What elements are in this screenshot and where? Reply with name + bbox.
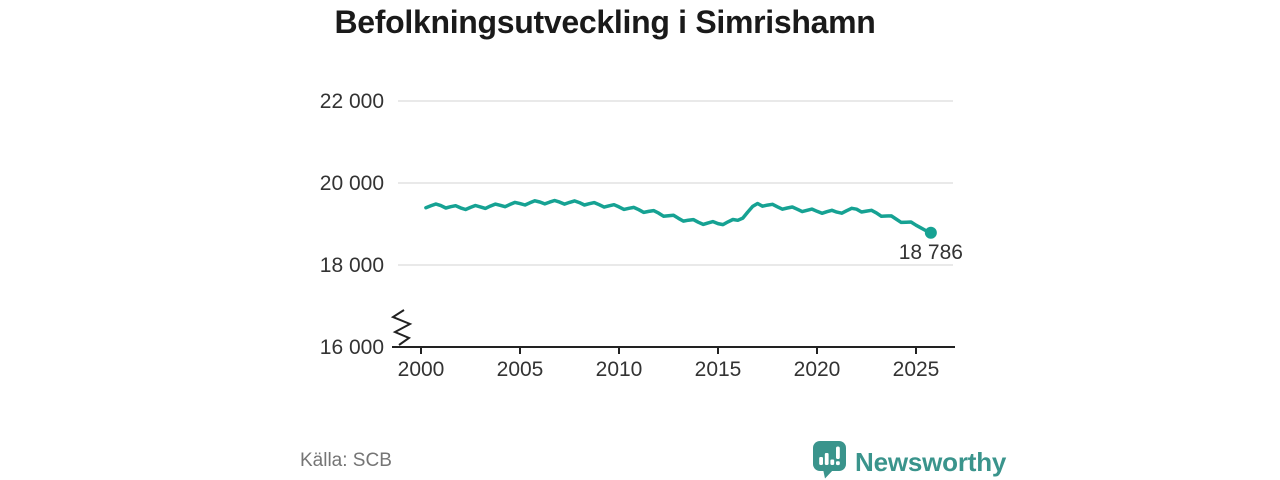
y-axis-break-squiggle [390,309,413,346]
x-axis-label-2010: 2010 [596,358,643,381]
latest-value-label: 18 786 [899,241,963,264]
y-axis-label-16000: 16 000 [320,336,384,359]
latest-value-dot [924,226,937,239]
x-axis-label-2020: 2020 [794,358,841,381]
newsworthy-wordmark: Newsworthy [855,446,1007,477]
chart-title: Befolkningsutveckling i Simrishamn [334,4,876,40]
newsworthy-speech-bubble-bar-chart-icon [812,440,847,480]
source-label: Källa: SCB [300,450,392,471]
population-series-line [424,198,933,235]
y-axis-label-22000: 22 000 [320,90,384,113]
y-axis-label-18000: 18 000 [320,254,384,277]
x-axis-label-2025: 2025 [893,358,940,381]
x-axis-label-2000: 2000 [398,358,445,381]
y-axis-label-20000: 20 000 [320,172,384,195]
x-axis-label-2005: 2005 [497,358,544,381]
newsworthy-branding: Newsworthy [812,440,1006,480]
x-axis-label-2015: 2015 [695,358,742,381]
